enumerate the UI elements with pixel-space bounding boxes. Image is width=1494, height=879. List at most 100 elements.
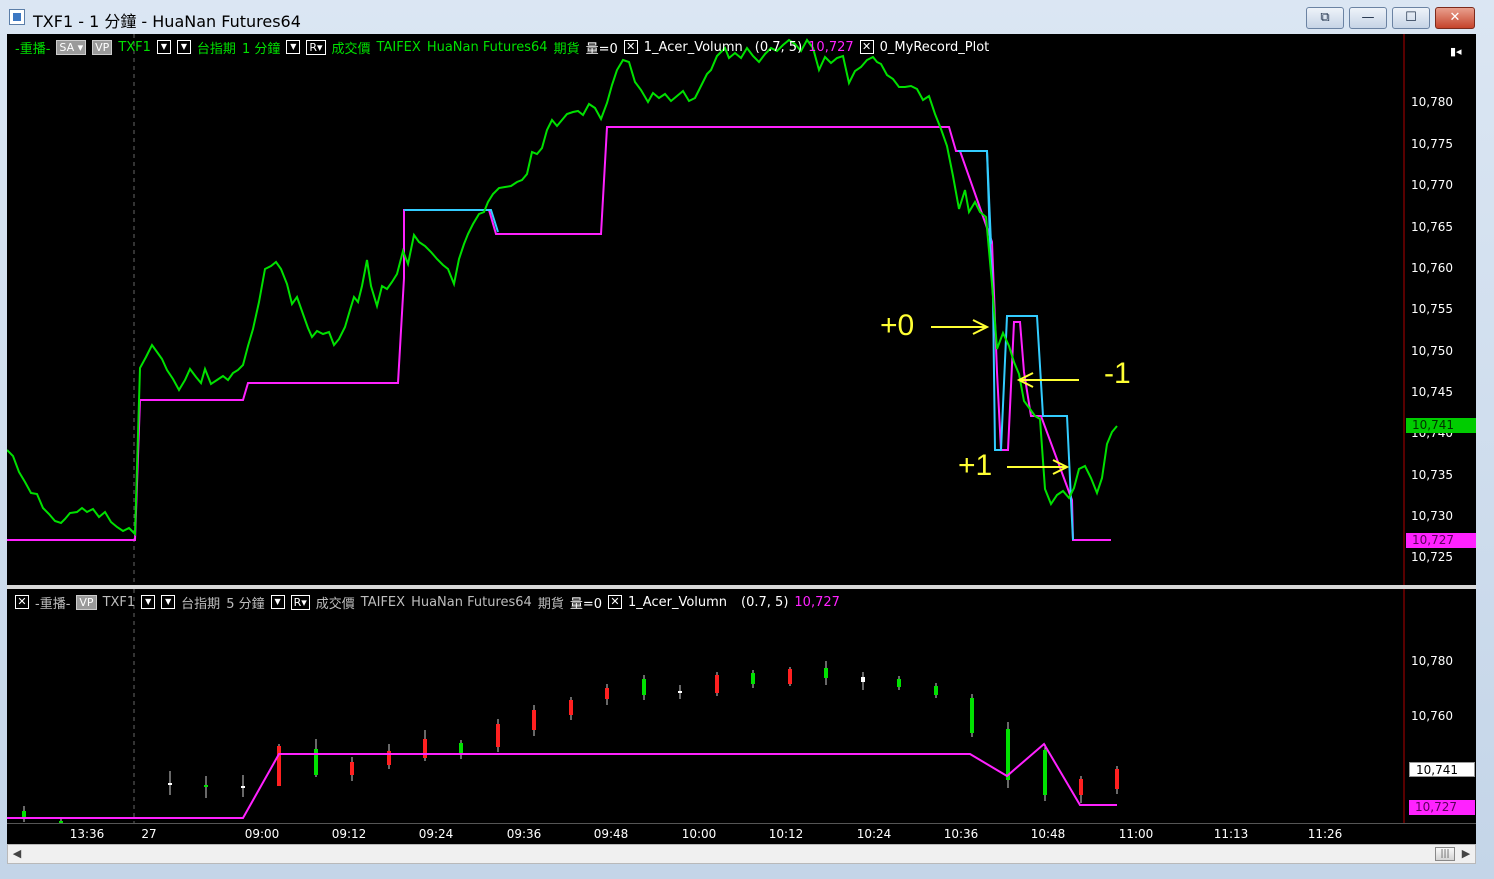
time-axis-label: 13:36: [69, 827, 105, 841]
price-axis-label: 10,755: [1411, 302, 1453, 316]
candle-body: [350, 762, 354, 775]
bottom-pane-header: ✕ -重播- VP TXF1 ▼ ▼ 台指期 5 分鐘 ▼ R▾ 成交價 TAI…: [15, 593, 840, 612]
sa-button-label: SA: [59, 40, 75, 54]
price-axis-label: 10,760: [1411, 261, 1453, 275]
price-axis-label: 10,780: [1411, 95, 1453, 109]
symbol-dropdown[interactable]: ▼: [156, 40, 171, 54]
pane-splitter[interactable]: [7, 585, 1476, 589]
candle-body: [22, 811, 26, 818]
candle-chart-svg: [7, 589, 1405, 823]
r-button[interactable]: R▾: [306, 39, 326, 55]
time-axis-label: 10:24: [856, 827, 892, 841]
product-label-bottom: 台指期: [181, 596, 221, 612]
interval-label-bottom: 5 分鐘: [226, 596, 265, 612]
vp-button[interactable]: VP: [92, 39, 113, 55]
indicator-label: 1_Acer_Volumn: [643, 39, 743, 55]
exchange-label: TAIFEX: [376, 39, 421, 55]
indicator-params-bottom: (0.7, 5): [741, 594, 789, 610]
sa-button[interactable]: SA ▾: [56, 39, 87, 55]
minimize-button[interactable]: —: [1349, 7, 1387, 29]
time-axis-label: 10:12: [768, 827, 804, 841]
scroll-left-arrow-icon[interactable]: ◀: [12, 847, 22, 860]
candle-body: [788, 669, 792, 684]
candle-body: [861, 677, 865, 682]
candle-body: [569, 700, 573, 715]
vp-button-bottom[interactable]: VP: [76, 594, 97, 610]
indicator-params: (0.7, 5): [754, 39, 803, 55]
interval-dropdown-bottom[interactable]: ▼: [270, 595, 285, 609]
top-pane-header: -重播- SA ▾ VP TXF1 ▼ ▼ 台指期 1 分鐘 ▼ R▾ 成交價 …: [15, 38, 990, 57]
r-button-bottom-label: R: [293, 595, 302, 609]
close-button[interactable]: ✕: [1435, 7, 1475, 29]
scroll-right-arrow-icon[interactable]: ▶: [1461, 847, 1471, 860]
candle-body: [642, 679, 646, 695]
time-axis: 13:36 27 09:00 09:12 09:24 09:36 09:48 10:00 10:…: [7, 823, 1476, 844]
indicator-value-tag-bottom: 10,727: [1409, 800, 1475, 815]
arrow-plus1-head: [1052, 459, 1070, 475]
indicator-line-bottom: [7, 742, 1117, 819]
candle-body: [605, 688, 609, 699]
price-axis-label: 10,725: [1411, 550, 1453, 564]
price-chart-svg: [7, 34, 1405, 585]
broker-label-bottom: HuaNan Futures64: [411, 594, 532, 610]
candle-body: [1115, 769, 1119, 789]
arrow-plus0-head: [972, 319, 990, 335]
title-bar[interactable]: TXF1 - 1 分鐘 - HuaNan Futures64 ⧉ — ☐ ✕: [0, 0, 1494, 34]
candle-body: [314, 749, 318, 775]
horizontal-scrollbar[interactable]: ◀ ||| ▶: [7, 844, 1476, 864]
price-axis-label-bottom: 10,780: [1411, 654, 1453, 668]
price-axis-label: 10,770: [1411, 178, 1453, 192]
candle-body: [678, 691, 682, 693]
mode-label-bottom: -重播-: [35, 596, 71, 612]
close-pane-icon[interactable]: ✕: [15, 595, 29, 609]
category-label-bottom: 期貨: [537, 596, 564, 612]
close-indicator-bottom-icon[interactable]: ✕: [608, 595, 623, 609]
candle-body: [934, 686, 938, 695]
candle-body: [423, 739, 427, 758]
app-icon[interactable]: [9, 9, 25, 25]
candle-body: [496, 724, 500, 747]
indicator-line-magenta: [7, 126, 1111, 541]
price-axis-label: 10,775: [1411, 137, 1453, 151]
time-axis-label: 27: [141, 827, 157, 841]
restore-all-button[interactable]: ⧉: [1306, 7, 1344, 29]
indicator-value-tag: 10,727: [1406, 533, 1476, 548]
price-chart-5min[interactable]: ✕ -重播- VP TXF1 ▼ ▼ 台指期 5 分鐘 ▼ R▾ 成交價 TAI…: [7, 589, 1476, 823]
r-button-bottom[interactable]: R▾: [290, 594, 310, 610]
maximize-button[interactable]: ☐: [1392, 7, 1430, 29]
product-dropdown-bottom[interactable]: ▼: [161, 595, 176, 609]
price-chart-1min[interactable]: -重播- SA ▾ VP TXF1 ▼ ▼ 台指期 1 分鐘 ▼ R▾ 成交價 …: [7, 34, 1476, 585]
candle-body: [277, 746, 281, 786]
time-axis-label: 09:36: [506, 827, 542, 841]
price-type-label: 成交價: [331, 41, 371, 57]
price-axis-label: 10,735: [1411, 468, 1453, 482]
candle-body: [1043, 750, 1047, 795]
volume-label-bottom: 量=0: [569, 596, 603, 612]
close-indicator2-icon[interactable]: ✕: [859, 40, 874, 54]
interval-dropdown[interactable]: ▼: [286, 40, 301, 54]
candle-body: [459, 743, 463, 754]
annotation-minus1: -1: [1104, 357, 1131, 390]
indicator-value-bottom: 10,727: [794, 594, 840, 610]
time-axis-label: 09:00: [244, 827, 280, 841]
candle-body: [1006, 729, 1010, 780]
candle-body: [387, 751, 391, 765]
price-axis-label-bottom: 10,760: [1411, 709, 1453, 723]
close-indicator-icon[interactable]: ✕: [623, 40, 638, 54]
symbol-dropdown-bottom[interactable]: ▼: [141, 595, 156, 609]
price-axis-label: 10,750: [1411, 344, 1453, 358]
candle-body: [715, 675, 719, 693]
scroll-thumb[interactable]: |||: [1435, 847, 1455, 861]
product-dropdown[interactable]: ▼: [176, 40, 191, 54]
price-line: [7, 38, 1118, 537]
indicator2-label: 0_MyRecord_Plot: [879, 39, 990, 55]
time-axis-label: 11:13: [1213, 827, 1249, 841]
broker-label: HuaNan Futures64: [426, 39, 548, 55]
time-axis-label: 10:48: [1030, 827, 1066, 841]
scroll-right-icon[interactable]: ▮◂: [1450, 45, 1462, 58]
time-axis-label: 11:26: [1307, 827, 1343, 841]
price-axis-label: 10,765: [1411, 220, 1453, 234]
chart-area[interactable]: -重播- SA ▾ VP TXF1 ▼ ▼ 台指期 1 分鐘 ▼ R▾ 成交價 …: [7, 34, 1476, 844]
candles: [22, 661, 1119, 823]
